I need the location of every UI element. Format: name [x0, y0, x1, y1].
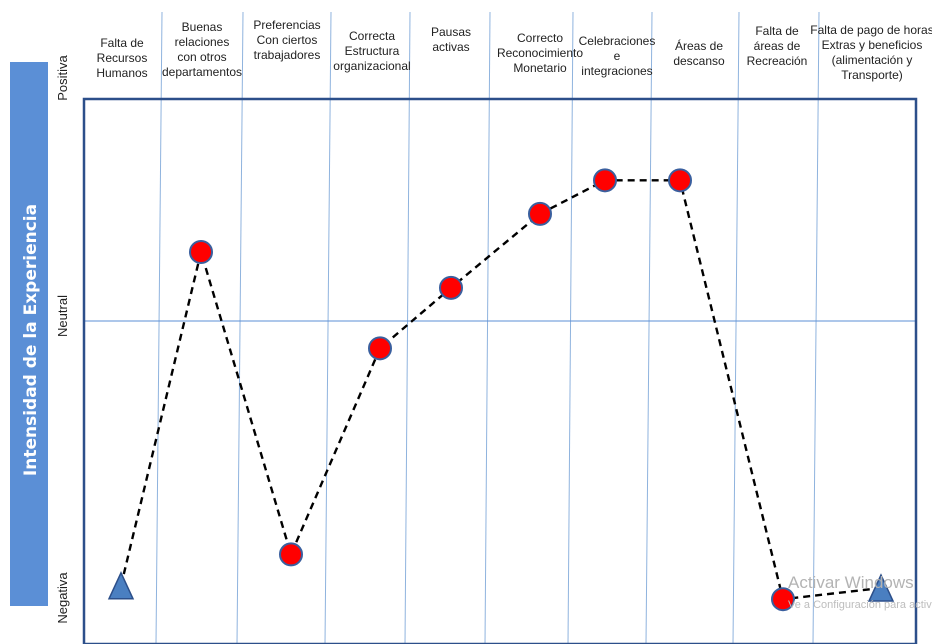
series-line: [119, 179, 882, 601]
category-label: Correcto Reconocimiento Monetario: [497, 31, 583, 75]
y-axis-title-band: [10, 62, 48, 606]
series-path: [119, 179, 882, 601]
category-label: Áreas de descanso: [673, 38, 725, 68]
category-label: Celebraciones e integraciones: [579, 34, 656, 78]
circle-point: [189, 240, 213, 264]
category-labels: Falta de Recursos Humanos Buenas relaciones c…: [96, 18, 932, 82]
circle-point: [279, 542, 303, 567]
y-level-negativa: Negativa: [55, 572, 70, 624]
vertical-gridlines: [155, 11, 820, 644]
vertical-gridline: [236, 11, 244, 644]
circle-point: [771, 587, 795, 612]
y-axis-title: Intensidad de la Experiencia: [21, 204, 41, 476]
circle-point: [668, 168, 692, 193]
category-label: Falta de áreas de Recreación: [747, 24, 808, 68]
category-label: Buenas relaciones con otros departamentos: [162, 20, 242, 79]
circle-point: [528, 201, 552, 226]
circle-point: [439, 275, 463, 300]
vertical-gridline: [812, 11, 820, 644]
category-label: Falta de pago de horas Extras y beneficio…: [810, 23, 932, 82]
plot-frame: [82, 97, 918, 644]
triangle-point: [867, 573, 895, 602]
vertical-gridline: [732, 11, 740, 644]
y-level-positiva: Positiva: [55, 54, 70, 100]
watermark-title: Activar Windows: [788, 573, 914, 592]
circle-point: [368, 336, 392, 361]
vertical-gridline: [567, 11, 574, 644]
vertical-gridline: [645, 11, 653, 644]
category-label: Preferencias Con ciertos trabajadores: [253, 18, 320, 62]
vertical-gridline: [324, 11, 332, 644]
category-label: Falta de Recursos Humanos: [96, 36, 147, 80]
triangle-point: [107, 570, 135, 600]
watermark-subtitle: Ve a Configuración para activar Windows.: [788, 599, 932, 611]
category-label: Correcta Estructura organizacional: [333, 29, 410, 73]
vertical-gridline: [155, 11, 163, 644]
vertical-gridline: [404, 11, 411, 644]
y-level-neutral: Neutral: [55, 295, 70, 337]
circle-point: [593, 168, 617, 193]
vertical-gridline: [484, 11, 491, 644]
data-points: [107, 168, 895, 612]
category-label: Pausas activas: [431, 25, 471, 54]
